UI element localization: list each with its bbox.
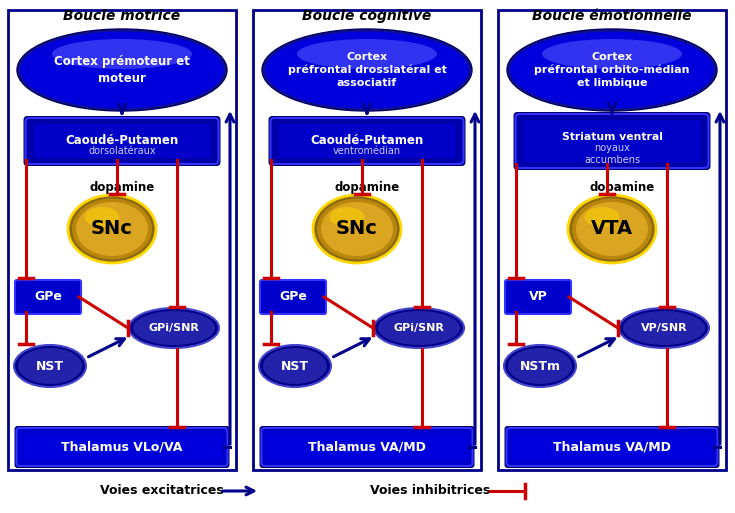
Ellipse shape: [72, 199, 152, 260]
Text: NSTm: NSTm: [520, 360, 561, 372]
Text: VP/SNR: VP/SNR: [641, 323, 687, 333]
FancyBboxPatch shape: [268, 116, 465, 166]
Ellipse shape: [576, 202, 648, 256]
Ellipse shape: [572, 199, 652, 260]
FancyBboxPatch shape: [505, 280, 571, 314]
Text: SNc: SNc: [336, 220, 378, 239]
FancyBboxPatch shape: [506, 428, 717, 466]
FancyBboxPatch shape: [16, 428, 228, 466]
Text: Caoudé-Putamen: Caoudé-Putamen: [310, 134, 423, 148]
Text: Thalamus VA/MD: Thalamus VA/MD: [308, 441, 426, 453]
Ellipse shape: [76, 202, 148, 256]
Ellipse shape: [584, 207, 620, 227]
FancyBboxPatch shape: [15, 426, 229, 468]
Text: accumbens: accumbens: [584, 155, 640, 165]
FancyBboxPatch shape: [26, 118, 218, 164]
FancyBboxPatch shape: [15, 280, 81, 314]
Text: Boucle cognitive: Boucle cognitive: [302, 9, 431, 23]
FancyBboxPatch shape: [34, 124, 210, 158]
FancyBboxPatch shape: [260, 280, 326, 314]
Text: Voies excitatrices: Voies excitatrices: [100, 484, 223, 498]
Ellipse shape: [374, 308, 464, 348]
FancyBboxPatch shape: [259, 426, 475, 468]
Text: ventromédian: ventromédian: [333, 146, 401, 156]
Text: Voies inhibitrices: Voies inhibitrices: [370, 484, 490, 498]
Ellipse shape: [14, 345, 86, 387]
Ellipse shape: [568, 195, 656, 263]
FancyBboxPatch shape: [504, 426, 720, 468]
Ellipse shape: [18, 348, 82, 384]
Ellipse shape: [262, 29, 472, 111]
Ellipse shape: [504, 345, 576, 387]
FancyBboxPatch shape: [267, 433, 467, 461]
FancyBboxPatch shape: [514, 112, 711, 170]
Ellipse shape: [619, 308, 709, 348]
Ellipse shape: [623, 311, 705, 345]
Text: SNc: SNc: [91, 220, 133, 239]
FancyBboxPatch shape: [262, 428, 473, 466]
Text: GPe: GPe: [34, 290, 62, 304]
Ellipse shape: [313, 195, 401, 263]
Ellipse shape: [510, 31, 714, 109]
Ellipse shape: [321, 202, 393, 256]
Text: Cortex
préfrontal orbito-médian
et limbique: Cortex préfrontal orbito-médian et limbi…: [534, 52, 689, 88]
FancyBboxPatch shape: [24, 116, 221, 166]
FancyBboxPatch shape: [21, 433, 223, 461]
Text: VTA: VTA: [591, 220, 633, 239]
Text: Cortex prémoteur et
moteur: Cortex prémoteur et moteur: [54, 55, 190, 85]
Ellipse shape: [507, 29, 717, 111]
Text: GPe: GPe: [279, 290, 307, 304]
Bar: [498, 10, 726, 470]
Ellipse shape: [542, 39, 682, 69]
Ellipse shape: [297, 39, 437, 69]
Ellipse shape: [378, 311, 460, 345]
Text: noyaux: noyaux: [594, 143, 630, 153]
Text: Thalamus VA/MD: Thalamus VA/MD: [553, 441, 671, 453]
Text: Cortex
préfrontal drosslatéral et
associatif: Cortex préfrontal drosslatéral et associ…: [287, 52, 446, 88]
Text: Thalamus VLo/VA: Thalamus VLo/VA: [61, 441, 183, 453]
Text: VP: VP: [528, 290, 548, 304]
Ellipse shape: [20, 31, 224, 109]
Text: Striatum ventral: Striatum ventral: [562, 132, 662, 142]
Ellipse shape: [17, 29, 227, 111]
Ellipse shape: [259, 345, 331, 387]
Ellipse shape: [265, 31, 469, 109]
Ellipse shape: [508, 348, 572, 384]
FancyBboxPatch shape: [279, 124, 456, 158]
Ellipse shape: [85, 207, 120, 227]
Ellipse shape: [133, 311, 215, 345]
FancyBboxPatch shape: [270, 118, 464, 164]
Ellipse shape: [317, 199, 397, 260]
FancyBboxPatch shape: [512, 433, 712, 461]
Ellipse shape: [68, 195, 156, 263]
Text: dorsolatéraux: dorsolatéraux: [88, 146, 156, 156]
Ellipse shape: [52, 39, 192, 69]
Text: NST: NST: [281, 360, 309, 372]
Text: NST: NST: [36, 360, 64, 372]
Text: dopamine: dopamine: [589, 181, 655, 193]
Text: GPi/SNR: GPi/SNR: [393, 323, 445, 333]
Text: GPi/SNR: GPi/SNR: [148, 323, 199, 333]
Text: Caoudé-Putamen: Caoudé-Putamen: [65, 134, 179, 148]
Ellipse shape: [263, 348, 327, 384]
FancyBboxPatch shape: [515, 114, 709, 168]
Text: Boucle émotionnelle: Boucle émotionnelle: [532, 9, 692, 23]
Text: dopamine: dopamine: [90, 181, 154, 193]
Ellipse shape: [329, 207, 365, 227]
Ellipse shape: [129, 308, 219, 348]
Text: dopamine: dopamine: [334, 181, 400, 193]
FancyBboxPatch shape: [523, 120, 700, 162]
Text: Boucle motrice: Boucle motrice: [63, 9, 181, 23]
Bar: [8, 10, 236, 470]
Bar: [253, 10, 481, 470]
